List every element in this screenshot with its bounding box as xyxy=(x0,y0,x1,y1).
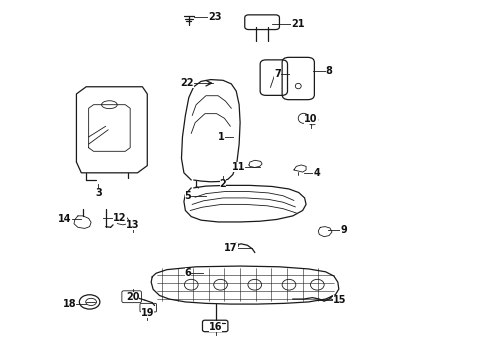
Text: 18: 18 xyxy=(63,299,76,309)
Text: 20: 20 xyxy=(126,292,139,302)
Text: 3: 3 xyxy=(95,188,102,198)
Text: 9: 9 xyxy=(340,225,347,235)
Text: 19: 19 xyxy=(141,308,154,318)
Text: 11: 11 xyxy=(231,162,245,172)
Text: 6: 6 xyxy=(185,268,191,278)
Text: 2: 2 xyxy=(220,179,226,189)
Text: 12: 12 xyxy=(113,213,126,222)
Text: 15: 15 xyxy=(333,295,346,305)
Text: 8: 8 xyxy=(326,66,333,76)
Text: 7: 7 xyxy=(274,69,281,79)
Text: 22: 22 xyxy=(180,78,194,88)
Text: 16: 16 xyxy=(209,322,222,332)
Text: 4: 4 xyxy=(314,168,320,178)
Text: 1: 1 xyxy=(218,132,225,142)
Text: 10: 10 xyxy=(304,114,318,124)
Text: 23: 23 xyxy=(208,12,222,22)
Text: 13: 13 xyxy=(126,220,139,230)
Text: 5: 5 xyxy=(185,191,191,201)
Text: 17: 17 xyxy=(224,243,238,253)
Text: 14: 14 xyxy=(58,215,72,224)
Text: 21: 21 xyxy=(292,19,305,29)
